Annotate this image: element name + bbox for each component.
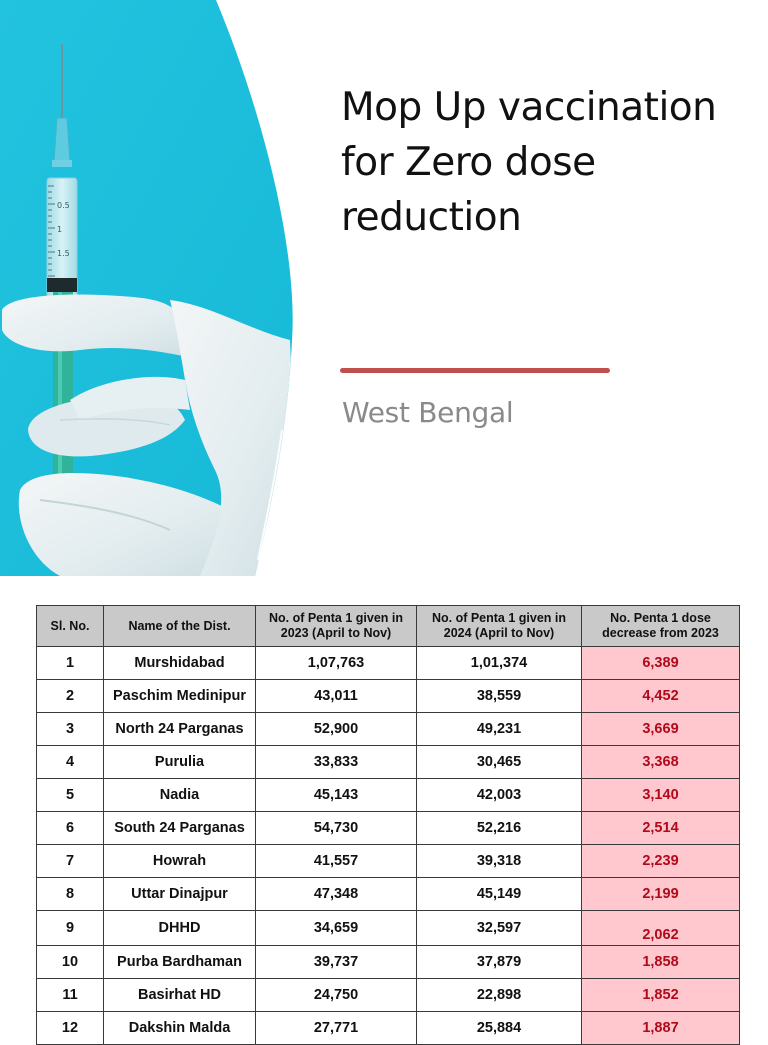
cell-decrease: 1,858 <box>581 945 740 979</box>
cell-2023: 39,737 <box>255 945 417 979</box>
cell-2024: 52,216 <box>416 811 582 845</box>
cell-sl: 5 <box>36 778 104 812</box>
cell-district: North 24 Parganas <box>103 712 256 746</box>
cell-district: South 24 Parganas <box>103 811 256 845</box>
slide-title-line-1: Mop Up vaccination <box>341 85 717 130</box>
cell-sl: 1 <box>36 646 104 680</box>
cell-2024: 42,003 <box>416 778 582 812</box>
cell-decrease: 4,452 <box>581 679 740 713</box>
slide-title: Mop Up vaccination for Zero dose reducti… <box>341 80 741 245</box>
table-row: 4 Purulia 33,833 30,465 3,368 <box>36 745 740 779</box>
cell-2023: 43,011 <box>255 679 417 713</box>
header-sl-no: Sl. No. <box>36 605 104 647</box>
cell-2023: 54,730 <box>255 811 417 845</box>
table-header-row: Sl. No. Name of the Dist. No. of Penta 1… <box>36 605 740 647</box>
cell-2023: 52,900 <box>255 712 417 746</box>
cell-district: Purba Bardhaman <box>103 945 256 979</box>
slide-subtitle: West Bengal <box>342 396 514 429</box>
table-row: 11 Basirhat HD 24,750 22,898 1,852 <box>36 978 740 1012</box>
cell-2024: 25,884 <box>416 1011 582 1045</box>
svg-text:0.5: 0.5 <box>57 201 70 210</box>
cell-district: Uttar Dinajpur <box>103 877 256 911</box>
cell-2024: 22,898 <box>416 978 582 1012</box>
svg-text:1: 1 <box>57 225 62 234</box>
cell-2024: 37,879 <box>416 945 582 979</box>
cell-district: Howrah <box>103 844 256 878</box>
table-row: 6 South 24 Parganas 54,730 52,216 2,514 <box>36 811 740 845</box>
cell-2024: 1,01,374 <box>416 646 582 680</box>
header-penta-2023: No. of Penta 1 given in 2023 (April to N… <box>255 605 417 647</box>
cell-2024: 32,597 <box>416 910 582 946</box>
cell-decrease: 2,239 <box>581 844 740 878</box>
cell-sl: 7 <box>36 844 104 878</box>
cell-decrease: 3,368 <box>581 745 740 779</box>
cell-district: Purulia <box>103 745 256 779</box>
cell-2023: 33,833 <box>255 745 417 779</box>
cell-sl: 9 <box>36 910 104 946</box>
cell-decrease: 2,062 <box>581 910 740 946</box>
cell-2024: 30,465 <box>416 745 582 779</box>
penta-dose-table: Sl. No. Name of the Dist. No. of Penta 1… <box>36 605 740 1045</box>
cell-decrease: 3,140 <box>581 778 740 812</box>
cell-2023: 27,771 <box>255 1011 417 1045</box>
table-row: 7 Howrah 41,557 39,318 2,239 <box>36 844 740 878</box>
table-row: 8 Uttar Dinajpur 47,348 45,149 2,199 <box>36 877 740 911</box>
table-row: 2 Paschim Medinipur 43,011 38,559 4,452 <box>36 679 740 713</box>
cell-decrease: 2,514 <box>581 811 740 845</box>
cell-district: Murshidabad <box>103 646 256 680</box>
cell-sl: 6 <box>36 811 104 845</box>
cell-2024: 38,559 <box>416 679 582 713</box>
cell-2023: 47,348 <box>255 877 417 911</box>
table-row: 3 North 24 Parganas 52,900 49,231 3,669 <box>36 712 740 746</box>
cell-district: Nadia <box>103 778 256 812</box>
cell-2023: 41,557 <box>255 844 417 878</box>
cell-decrease: 3,669 <box>581 712 740 746</box>
table-row: 1 Murshidabad 1,07,763 1,01,374 6,389 <box>36 646 740 680</box>
header-district: Name of the Dist. <box>103 605 256 647</box>
cell-sl: 3 <box>36 712 104 746</box>
cell-district: Dakshin Malda <box>103 1011 256 1045</box>
slide-title-line-3: reduction <box>341 195 522 240</box>
cell-sl: 11 <box>36 978 104 1012</box>
cell-2023: 34,659 <box>255 910 417 946</box>
svg-text:1.5: 1.5 <box>57 249 70 258</box>
hero-image-syringe-glove: 0.5 1 1.5 <box>0 0 320 576</box>
cell-2023: 24,750 <box>255 978 417 1012</box>
header-penta-2024: No. of Penta 1 given in 2024 (April to N… <box>416 605 582 647</box>
cell-2024: 49,231 <box>416 712 582 746</box>
cell-district: Basirhat HD <box>103 978 256 1012</box>
cell-2023: 45,143 <box>255 778 417 812</box>
accent-divider <box>340 368 610 373</box>
table-row: 12 Dakshin Malda 27,771 25,884 1,887 <box>36 1011 740 1045</box>
cell-sl: 8 <box>36 877 104 911</box>
cell-district: DHHD <box>103 910 256 946</box>
cell-sl: 4 <box>36 745 104 779</box>
cell-decrease: 2,199 <box>581 877 740 911</box>
cell-sl: 10 <box>36 945 104 979</box>
cell-decrease: 1,852 <box>581 978 740 1012</box>
header-decrease: No. Penta 1 dose decrease from 2023 <box>581 605 740 647</box>
cell-sl: 2 <box>36 679 104 713</box>
table-row: 9 DHHD 34,659 32,597 2,062 <box>36 910 740 946</box>
slide-title-line-2: for Zero dose <box>341 140 596 185</box>
table-row: 10 Purba Bardhaman 39,737 37,879 1,858 <box>36 945 740 979</box>
cell-sl: 12 <box>36 1011 104 1045</box>
cell-decrease: 1,887 <box>581 1011 740 1045</box>
table-row: 5 Nadia 45,143 42,003 3,140 <box>36 778 740 812</box>
cell-2023: 1,07,763 <box>255 646 417 680</box>
cell-district: Paschim Medinipur <box>103 679 256 713</box>
cell-2024: 39,318 <box>416 844 582 878</box>
cell-decrease: 6,389 <box>581 646 740 680</box>
cell-2024: 45,149 <box>416 877 582 911</box>
